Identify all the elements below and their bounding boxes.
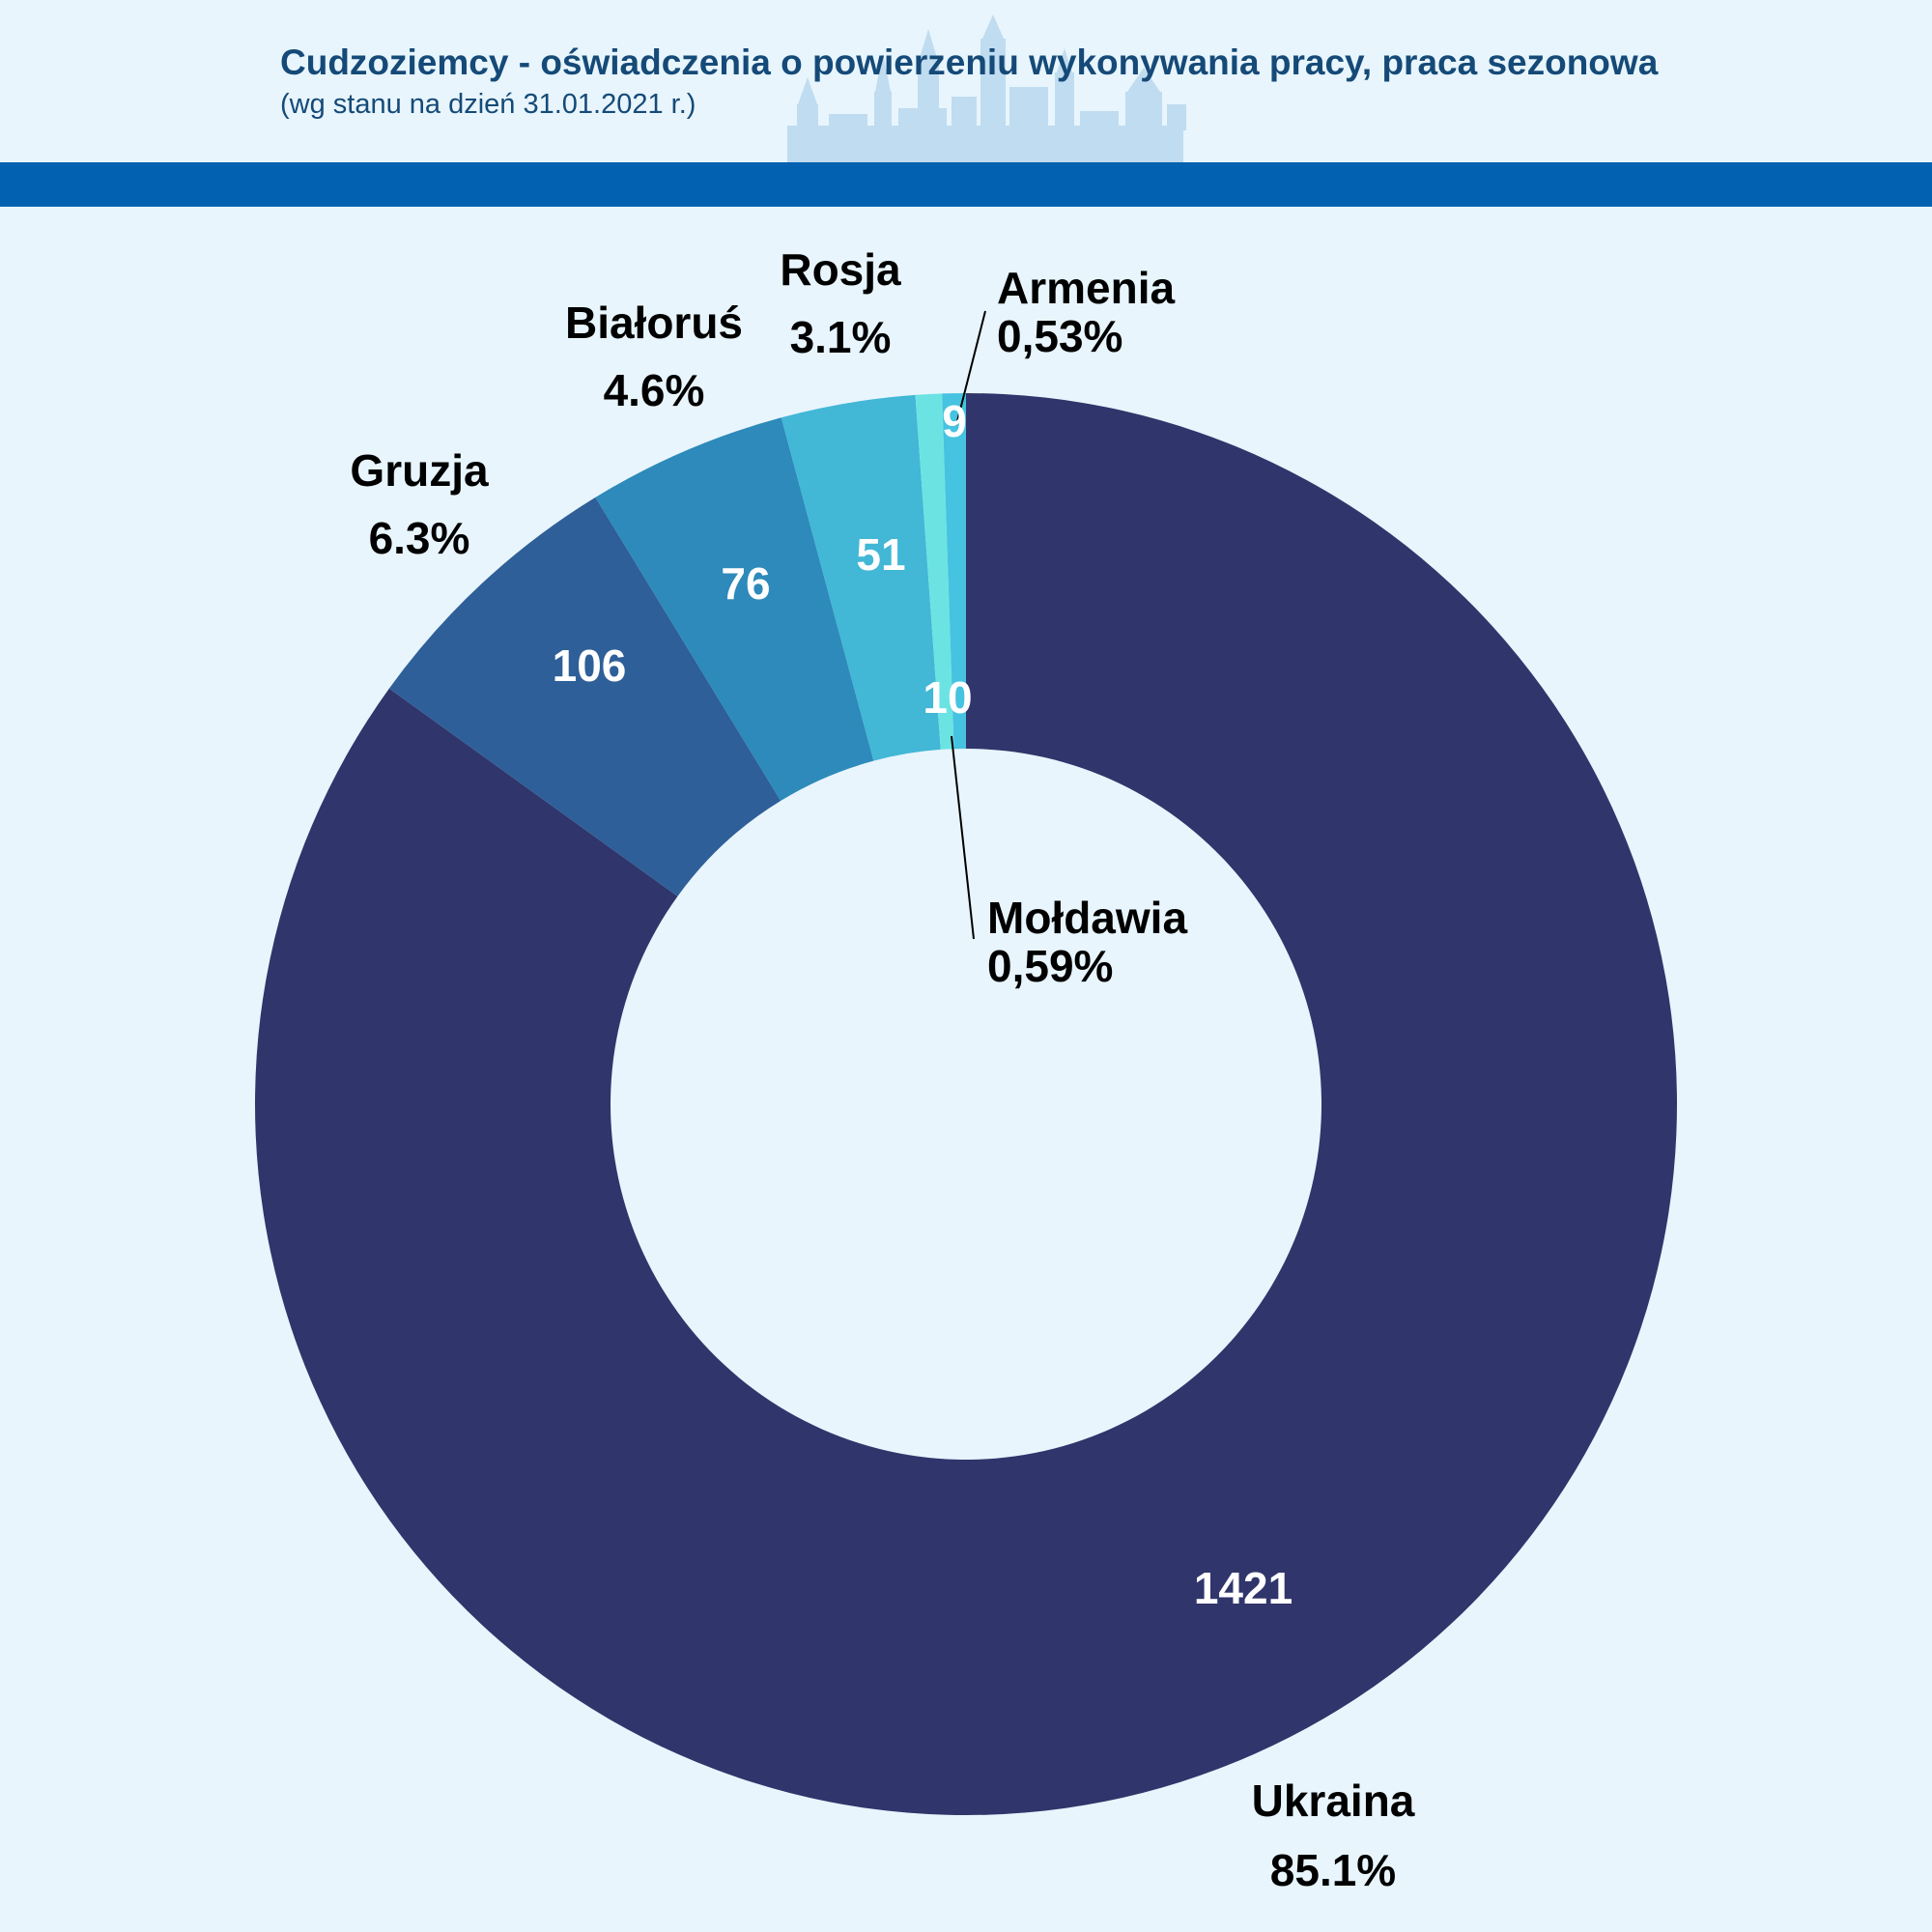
category-label-gruzja: Gruzja xyxy=(350,445,489,496)
percent-label-moldawia: 0,59% xyxy=(987,941,1113,991)
slice-moldawia xyxy=(915,393,954,750)
category-label-ukraina: Ukraina xyxy=(1252,1776,1415,1826)
city-skyline-decoration xyxy=(787,14,1186,162)
header-area: Cudzoziemcy - oświadczenia o powierzeniu… xyxy=(0,0,1932,162)
value-label-armenia: 9 xyxy=(942,396,967,446)
percent-label-armenia: 0,53% xyxy=(997,311,1122,361)
header-band xyxy=(0,162,1932,207)
page-subtitle: (wg stanu na dzień 31.01.2021 r.) xyxy=(280,89,696,120)
slice-armenia xyxy=(942,393,966,750)
category-label-armenia: Armenia xyxy=(997,263,1175,313)
value-label-bialorus: 76 xyxy=(721,558,770,609)
slice-bialorus xyxy=(595,417,874,801)
value-label-moldawia: 10 xyxy=(923,672,972,723)
leader-line-armenia xyxy=(955,310,986,426)
percent-label-gruzja: 6.3% xyxy=(369,513,470,563)
percent-label-rosja: 3.1% xyxy=(790,312,892,362)
category-label-moldawia: Mołdawia xyxy=(987,893,1187,943)
category-label-rosja: Rosja xyxy=(780,244,901,295)
slice-rosja xyxy=(781,394,941,761)
category-label-bialorus: Białoruś xyxy=(565,298,743,348)
percent-label-bialorus: 4.6% xyxy=(604,365,705,415)
value-label-ukraina: 1421 xyxy=(1194,1563,1293,1613)
page-title: Cudzoziemcy - oświadczenia o powierzeniu… xyxy=(280,43,1659,82)
percent-label-ukraina: 85.1% xyxy=(1270,1845,1396,1895)
slice-gruzja xyxy=(388,497,781,896)
value-label-rosja: 51 xyxy=(856,529,905,580)
value-label-gruzja: 106 xyxy=(553,640,627,691)
leader-line-moldawia xyxy=(951,735,975,940)
slice-ukraina xyxy=(254,393,1677,1816)
